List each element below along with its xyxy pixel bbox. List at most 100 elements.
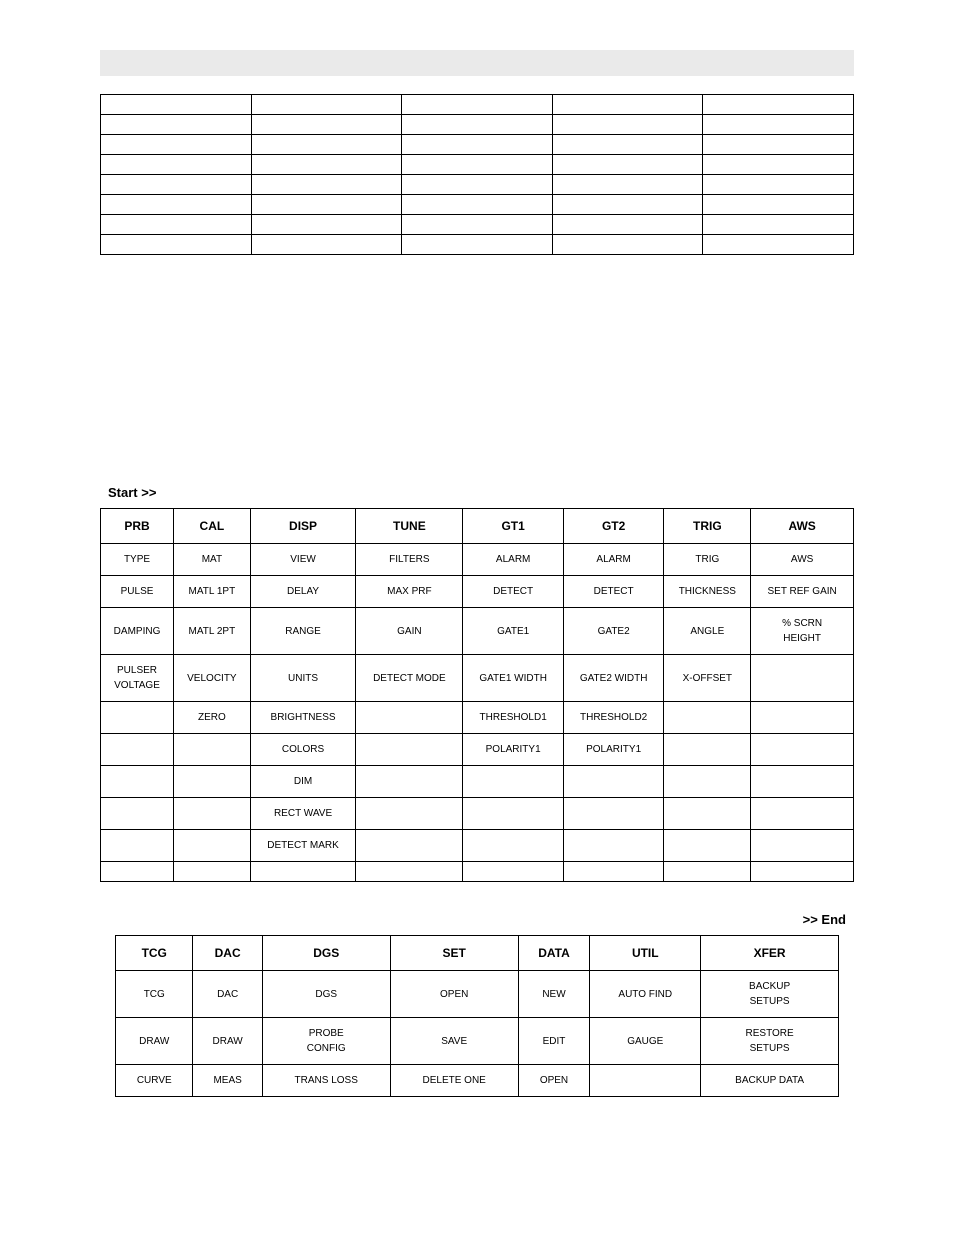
blank-cell [251,135,402,155]
blank-cell [552,115,703,135]
cell: GAIN [356,608,463,655]
cell: NEW [518,971,590,1018]
cell: DETECT MARK [250,830,356,862]
cell: CURVE [116,1065,193,1097]
cell [563,830,663,862]
cell [590,1065,701,1097]
cell [751,798,854,830]
blank-cell [101,235,252,255]
cell: DELAY [250,576,356,608]
cell [101,798,174,830]
cell [463,798,563,830]
cell: BACKUPSETUPS [701,971,839,1018]
cell: SET REF GAIN [751,576,854,608]
blank-cell [402,195,553,215]
cell: BACKUP DATA [701,1065,839,1097]
cell: DIM [250,766,356,798]
blank-cell [402,175,553,195]
cell: THRESHOLD2 [563,702,663,734]
column-header: XFER [701,936,839,971]
cell [101,702,174,734]
cell: PROBECONFIG [262,1018,390,1065]
header-bar [100,50,854,76]
blank-cell [101,115,252,135]
blank-cell [402,135,553,155]
column-header: TUNE [356,509,463,544]
cell: DAMPING [101,608,174,655]
cell: GAUGE [590,1018,701,1065]
cell [174,862,251,882]
cell [463,830,563,862]
cell: RESTORESETUPS [701,1018,839,1065]
cell: MEAS [193,1065,262,1097]
cell: POLARITY1 [463,734,563,766]
cell: PULSERVOLTAGE [101,655,174,702]
blank-cell [552,195,703,215]
blank-cell [703,155,854,175]
cell: MATL 2PT [174,608,251,655]
cell: AWS [751,544,854,576]
blank-cell [101,175,252,195]
cell: ZERO [174,702,251,734]
blank-cell [402,155,553,175]
column-header: UTIL [590,936,701,971]
cell [751,862,854,882]
blank-cell [251,115,402,135]
cell [174,798,251,830]
cell [563,862,663,882]
cell [174,734,251,766]
column-header: DAC [193,936,262,971]
cell: TCG [116,971,193,1018]
blank-cell [101,95,252,115]
cell [751,702,854,734]
cell [751,734,854,766]
cell: ANGLE [664,608,751,655]
spacer [100,255,854,485]
cell: OPEN [390,971,518,1018]
cell [101,862,174,882]
cell [463,766,563,798]
blank-cell [703,135,854,155]
cell: BRIGHTNESS [250,702,356,734]
cell [250,862,356,882]
column-header: TCG [116,936,193,971]
column-header: TRIG [664,509,751,544]
blank-cell [101,195,252,215]
cell: TRIG [664,544,751,576]
column-header: PRB [101,509,174,544]
cell: THRESHOLD1 [463,702,563,734]
cell: THICKNESS [664,576,751,608]
cell: MATL 1PT [174,576,251,608]
menu-table-2: TCGDACDGSSETDATAUTILXFER TCGDACDGSOPENNE… [115,935,839,1097]
blank-cell [251,215,402,235]
cell: % SCRNHEIGHT [751,608,854,655]
blank-cell [251,195,402,215]
cell: DELETE ONE [390,1065,518,1097]
cell: GATE1 [463,608,563,655]
blank-cell [402,115,553,135]
cell [174,766,251,798]
cell [356,702,463,734]
blank-cell [703,95,854,115]
cell: DETECT MODE [356,655,463,702]
cell: GATE1 WIDTH [463,655,563,702]
column-header: GT1 [463,509,563,544]
start-label: Start >> [108,485,854,500]
spacer [100,882,854,912]
cell [356,766,463,798]
cell [356,734,463,766]
cell [563,766,663,798]
cell [751,830,854,862]
blank-cell [101,135,252,155]
blank-cell [552,215,703,235]
cell: UNITS [250,655,356,702]
column-header: SET [390,936,518,971]
cell: TRANS LOSS [262,1065,390,1097]
cell: RECT WAVE [250,798,356,830]
cell: OPEN [518,1065,590,1097]
cell: DRAW [116,1018,193,1065]
cell [356,830,463,862]
cell: GATE2 [563,608,663,655]
column-header: GT2 [563,509,663,544]
cell: VELOCITY [174,655,251,702]
